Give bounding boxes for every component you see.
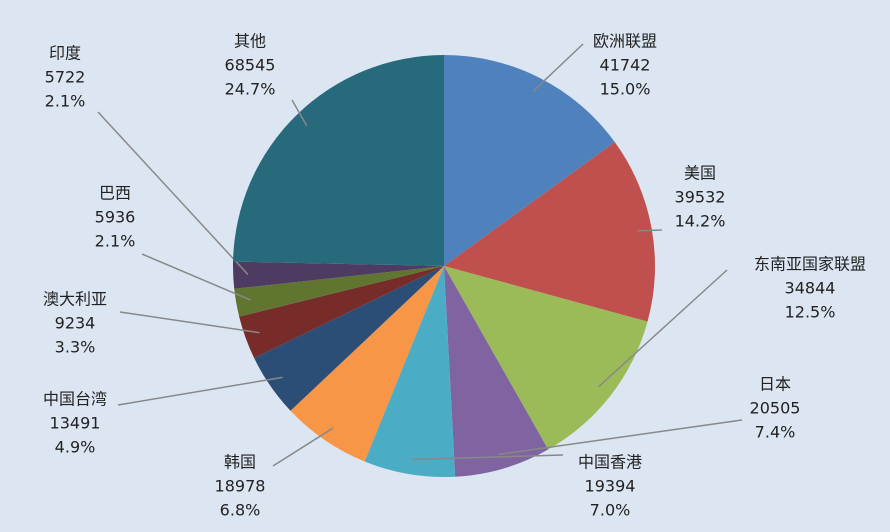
slice-label-value: 5936 <box>95 208 136 227</box>
slice-label-percent: 4.9% <box>55 438 96 457</box>
leader-line <box>598 269 728 387</box>
slice-label-value: 20505 <box>750 399 801 418</box>
pie-slice <box>234 266 444 317</box>
slice-label-percent: 6.8% <box>220 501 261 520</box>
pie-slice <box>444 55 615 266</box>
pie-slice <box>239 266 444 358</box>
leader-line <box>117 376 283 406</box>
slice-label-name: 韩国 <box>224 453 256 472</box>
leader-line <box>97 111 249 276</box>
slice-label-value: 39532 <box>675 188 726 207</box>
slice-label-percent: 7.0% <box>590 501 631 520</box>
slice-label-value: 19394 <box>585 477 636 496</box>
pie-slice <box>290 266 444 462</box>
pie-slice <box>364 266 456 477</box>
slice-label-percent: 14.2% <box>675 212 726 231</box>
slice-label-name: 中国香港 <box>578 453 642 472</box>
slice-label-name: 欧洲联盟 <box>593 32 657 51</box>
pie-slice <box>444 266 648 450</box>
pie-slice <box>444 142 655 322</box>
leader-line <box>141 253 252 301</box>
slice-label-name: 其他 <box>234 32 266 51</box>
slice-label-value: 34844 <box>785 279 836 298</box>
pie-slice <box>233 55 444 266</box>
slice-label-name: 日本 <box>759 375 791 394</box>
leader-line <box>532 43 584 92</box>
slice-label-value: 68545 <box>225 56 276 75</box>
leader-line <box>272 427 334 467</box>
leader-line <box>637 229 663 232</box>
slice-label-percent: 15.0% <box>600 80 651 99</box>
slice-label-name: 东南亚国家联盟 <box>754 255 866 274</box>
slice-label-name: 澳大利亚 <box>43 290 107 309</box>
slice-label-value: 9234 <box>55 314 96 333</box>
pie-slice <box>444 266 549 477</box>
slice-label-percent: 12.5% <box>785 303 836 322</box>
leader-line <box>411 454 564 461</box>
slice-label-percent: 2.1% <box>95 232 136 251</box>
slice-label-percent: 2.1% <box>45 92 86 111</box>
slice-label-percent: 3.3% <box>55 338 96 357</box>
slice-label-name: 印度 <box>49 44 81 63</box>
slice-label-name: 美国 <box>684 164 716 183</box>
slice-label-value: 13491 <box>50 414 101 433</box>
slice-label-value: 18978 <box>215 477 266 496</box>
pie-slice <box>233 261 444 289</box>
slice-label-name: 巴西 <box>99 184 131 203</box>
slice-label-percent: 24.7% <box>225 80 276 99</box>
slice-label-value: 5722 <box>45 68 86 87</box>
leader-line <box>499 419 743 456</box>
slice-label-value: 41742 <box>600 56 651 75</box>
leader-line <box>291 99 308 127</box>
leader-line <box>119 311 260 334</box>
slice-label-percent: 7.4% <box>755 423 796 442</box>
pie-slice <box>254 266 444 411</box>
slice-label-name: 中国台湾 <box>43 390 107 409</box>
